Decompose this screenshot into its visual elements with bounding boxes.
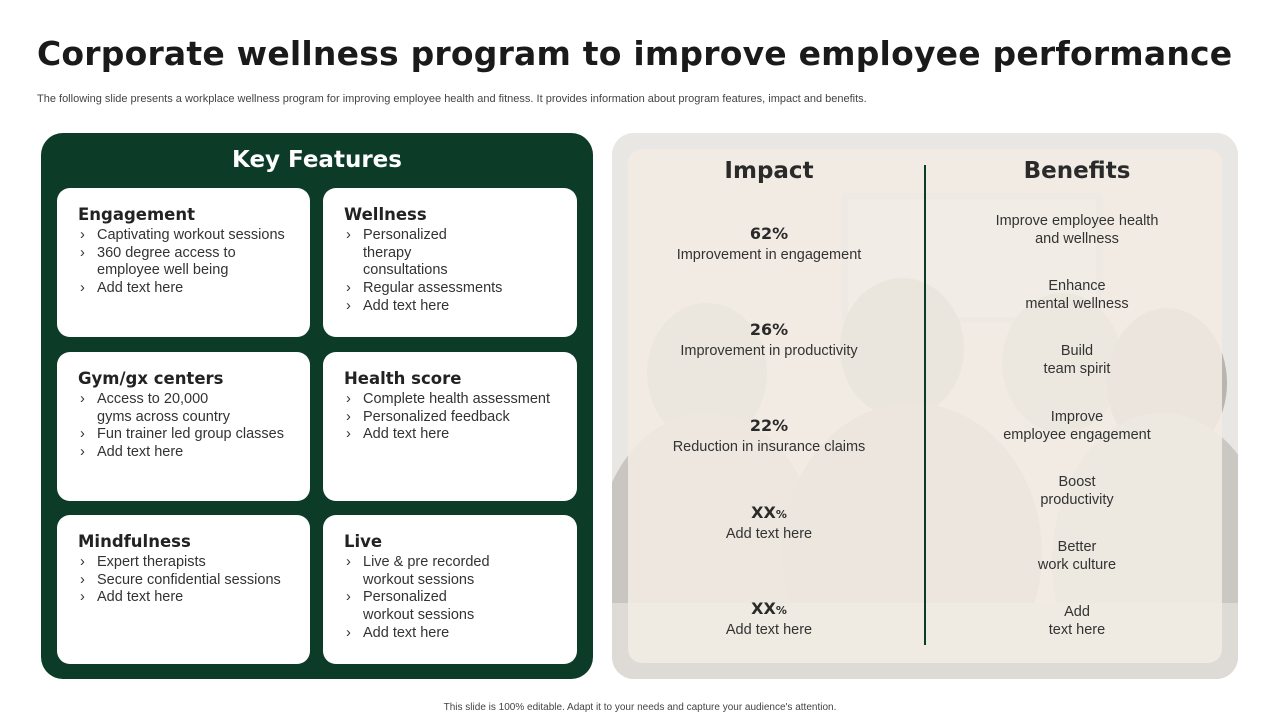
- footer-note: This slide is 100% editable. Adapt it to…: [443, 702, 837, 713]
- list-item: › Live & pre recorded workout sessions: [346, 554, 490, 588]
- page-title: Corporate wellness program to improve em…: [37, 34, 1233, 73]
- list-item: › Add text here: [346, 297, 450, 314]
- list-item: › Add text here: [346, 426, 450, 443]
- chevron-right-icon: ›: [80, 227, 85, 243]
- benefit-item: Improve employee engagement: [1003, 409, 1151, 443]
- feature-card-wellness: Wellness › Personalized therapy consultat…: [323, 188, 577, 337]
- impact-item: XX% Add text here: [619, 599, 919, 638]
- chevron-right-icon: ›: [80, 554, 85, 570]
- feature-card-gym-gx-centers: Gym/gx centers › Access to 20,000 gyms ac…: [57, 352, 310, 501]
- feature-card-title: Health score: [344, 369, 462, 388]
- feature-card-mindfulness: Mindfulness › Expert therapists › Secure c…: [57, 515, 310, 664]
- list-item: › Complete health assessment: [346, 391, 550, 407]
- feature-list: › Access to 20,000 gyms across country › F…: [78, 391, 290, 462]
- list-item: › Expert therapists: [80, 554, 206, 570]
- impact-value: 26%: [749, 320, 789, 339]
- list-item: › Add text here: [80, 280, 184, 297]
- chevron-right-icon: ›: [346, 408, 351, 425]
- feature-list: › Captivating workout sessions › 360 degre…: [78, 227, 290, 298]
- impact-heading: Impact: [724, 158, 814, 184]
- chevron-right-icon: ›: [80, 280, 85, 297]
- impact-value: XX%: [751, 503, 787, 522]
- impact-label: Add text here: [725, 622, 813, 638]
- list-item: › Regular assessments: [346, 280, 503, 297]
- list-item: › Personalized therapy consultations: [346, 227, 448, 279]
- list-item: › Add text here: [346, 624, 450, 641]
- chevron-right-icon: ›: [346, 624, 351, 641]
- chevron-right-icon: ›: [80, 244, 85, 261]
- chevron-right-icon: ›: [80, 426, 85, 443]
- benefit-item: Enhance mental wellness: [1025, 278, 1129, 312]
- benefit-item: Build team spirit: [1043, 343, 1111, 377]
- feature-card-title: Gym/gx centers: [78, 369, 224, 388]
- feature-list: › Personalized therapy consultations › Reg…: [344, 227, 557, 316]
- benefit-item: Boost productivity: [1040, 474, 1114, 508]
- list-item: › Add text here: [80, 444, 184, 461]
- feature-card-title: Wellness: [344, 205, 427, 224]
- impact-value: 22%: [749, 416, 789, 435]
- page-subtitle: The following slide presents a workplace…: [37, 93, 867, 105]
- list-item: › Personalized workout sessions: [346, 589, 475, 624]
- feature-list: › Live & pre recorded workout sessions › P…: [344, 554, 557, 643]
- feature-card-title: Mindfulness: [78, 532, 191, 551]
- feature-card-live: Live › Live & pre recorded workout sessio…: [323, 515, 577, 664]
- impact-value: 62%: [749, 224, 789, 243]
- chevron-right-icon: ›: [346, 426, 351, 443]
- chevron-right-icon: ›: [80, 571, 85, 588]
- chevron-right-icon: ›: [346, 280, 351, 297]
- feature-card-engagement: Engagement › Captivating workout sessions…: [57, 188, 310, 337]
- impact-item: XX% Add text here: [619, 503, 919, 542]
- feature-card-health-score: Health score › Complete health assessment…: [323, 352, 577, 501]
- benefits-heading: Benefits: [1023, 158, 1131, 184]
- feature-list: › Expert therapists › Secure confidential …: [78, 554, 290, 607]
- benefit-item: Improve employee health and wellness: [995, 213, 1159, 247]
- list-item: › Add text here: [80, 589, 184, 606]
- benefit-item: Better work culture: [1037, 539, 1117, 573]
- list-item: › Secure confidential sessions: [80, 571, 281, 588]
- impact-item: 26% Improvement in productivity: [619, 320, 919, 359]
- chevron-right-icon: ›: [80, 589, 85, 606]
- chevron-right-icon: ›: [80, 444, 85, 461]
- feature-card-title: Engagement: [78, 205, 195, 224]
- list-item: › Access to 20,000 gyms across country: [80, 391, 230, 425]
- list-item: › Personalized feedback: [346, 408, 510, 425]
- chevron-right-icon: ›: [346, 589, 351, 606]
- chevron-right-icon: ›: [80, 391, 85, 407]
- chevron-right-icon: ›: [346, 297, 351, 314]
- column-divider: [924, 165, 926, 645]
- impact-label: Improvement in productivity: [680, 343, 858, 359]
- list-item: › Captivating workout sessions: [80, 227, 285, 243]
- chevron-right-icon: ›: [346, 554, 351, 570]
- impact-label: Add text here: [725, 526, 813, 542]
- impact-label: Improvement in engagement: [676, 247, 862, 263]
- impact-item: 22% Reduction in insurance claims: [619, 416, 919, 455]
- impact-value: XX%: [751, 599, 787, 618]
- feature-card-title: Live: [344, 532, 383, 551]
- chevron-right-icon: ›: [346, 227, 351, 243]
- chevron-right-icon: ›: [346, 391, 351, 407]
- key-features-heading: Key Features: [232, 147, 402, 173]
- impact-item: 62% Improvement in engagement: [619, 224, 919, 263]
- list-item: › Fun trainer led group classes: [80, 426, 284, 443]
- impact-label: Reduction in insurance claims: [672, 439, 866, 455]
- benefit-item: Add text here: [1048, 604, 1106, 638]
- feature-list: › Complete health assessment › Personalize…: [344, 391, 557, 444]
- list-item: › 360 degree access to employee well bein…: [80, 244, 236, 279]
